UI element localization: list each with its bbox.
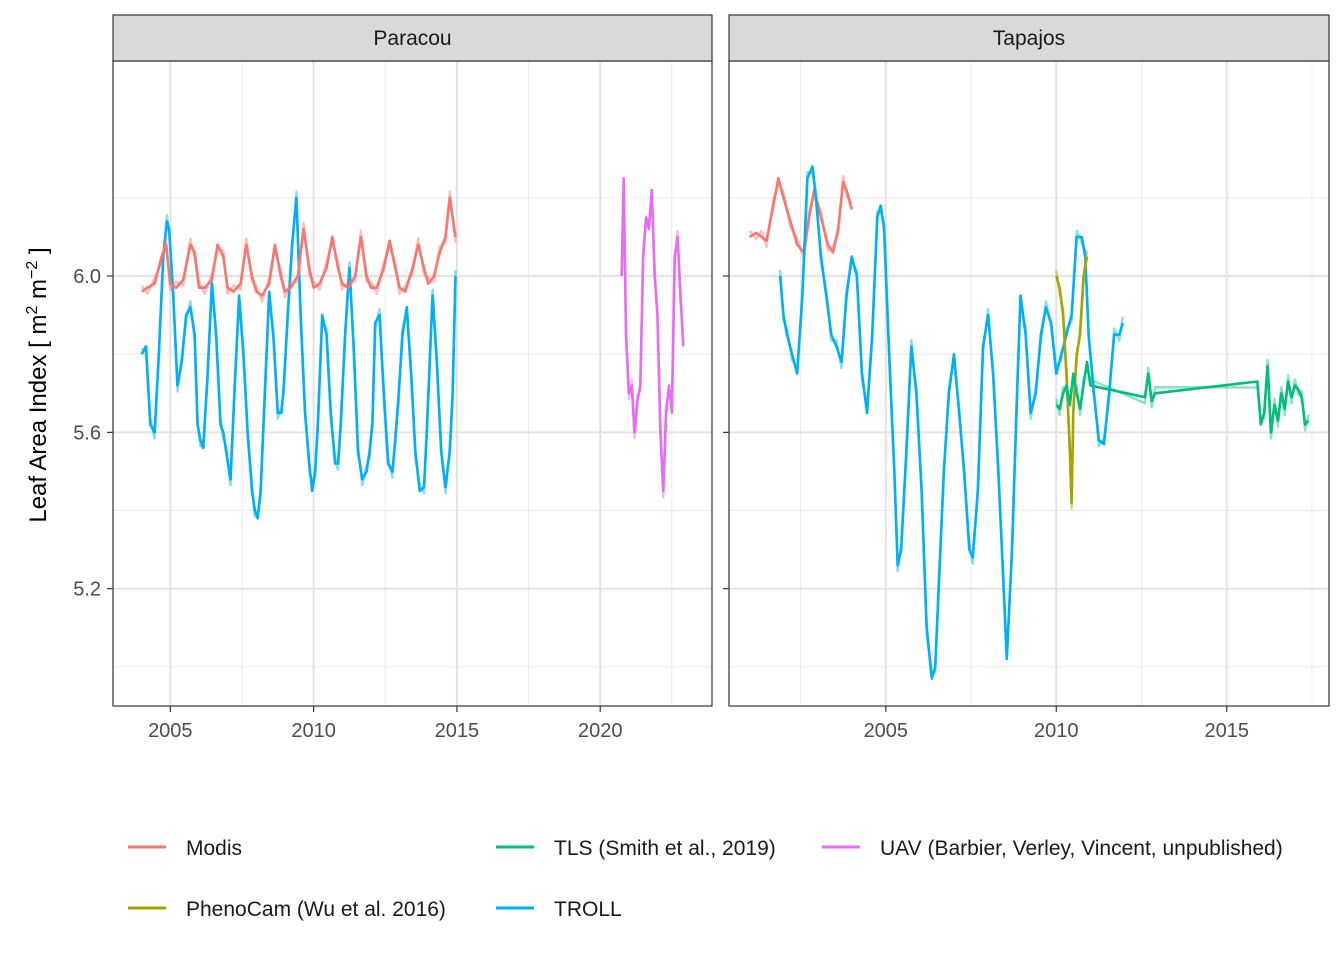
legend-label: TLS (Smith et al., 2019) (554, 837, 776, 860)
legend-item-tls-smith-et-al-2019: TLS (Smith et al., 2019) (496, 837, 776, 860)
legend-label: UAV (Barbier, Verley, Vincent, unpublish… (880, 837, 1283, 860)
series-line-troll (140, 196, 457, 520)
x-tick-label: 2020 (578, 720, 623, 742)
legend-item-troll: TROLL (496, 898, 622, 921)
series-line-uav-barbier-verley-vincent-unpublished (620, 177, 685, 493)
legend-item-phenocam-wu-et-al-2016: PhenoCam (Wu et al. 2016) (128, 898, 446, 921)
y-axis-title: Leaf Area Index [ m2 m−2 ] (24, 247, 52, 522)
legend-label: PhenoCam (Wu et al. 2016) (186, 898, 446, 921)
legend-item-uav-barbier-verley-vincent-unpublished: UAV (Barbier, Verley, Vincent, unpublish… (822, 837, 1283, 860)
series-line-troll (778, 165, 1125, 680)
strip-tapajos (728, 14, 1330, 62)
panels-layer: Paracou 2005 2010 2015 2020 5.2 5.6 6.0 Tapajos 2… (73, 14, 1330, 742)
series-line-phenocam-wu-et-al-2016 (1055, 256, 1089, 505)
series-line-tls-smith-et-al-2019 (1055, 360, 1310, 434)
strip-paracou (112, 14, 713, 62)
x-tick-label: 2010 (291, 720, 336, 742)
legend-label: Modis (186, 837, 242, 860)
legend: Modis PhenoCam (Wu et al. 2016) TLS (Smith… (128, 837, 1283, 921)
panel-paracou: Paracou 2005 2010 2015 2020 5.2 5.6 6.0 (73, 14, 713, 742)
strip-label-paracou: Paracou (373, 27, 451, 50)
x-tick-label: 2005 (864, 720, 909, 742)
series-line-modis (140, 196, 457, 297)
legend-item-modis: Modis (128, 837, 242, 860)
strip-label-tapajos: Tapajos (993, 27, 1065, 50)
y-tick-label: 5.6 (73, 422, 101, 444)
x-tick-label: 2015 (1204, 720, 1249, 742)
y-tick-label: 6.0 (73, 266, 101, 288)
panel-tapajos: Tapajos 2005 2010 2015 (723, 14, 1330, 742)
x-tick-label: 2005 (148, 720, 193, 742)
x-tick-label: 2010 (1034, 720, 1079, 742)
y-tick-label: 5.2 (73, 579, 101, 601)
x-tick-label: 2015 (435, 720, 480, 742)
legend-label: TROLL (554, 898, 622, 921)
